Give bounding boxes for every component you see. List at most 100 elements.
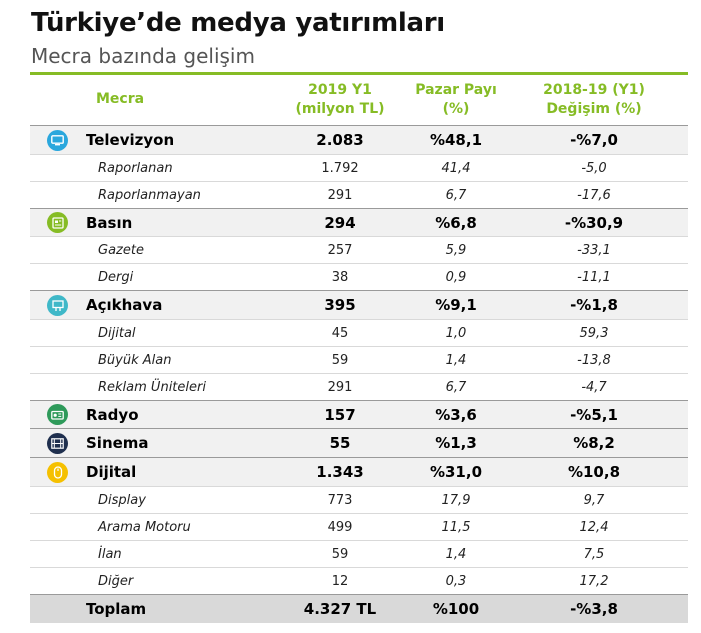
table-row-reklam-uniteleri: Reklam Üniteleri 291 6,7 -4,7 (30, 373, 688, 400)
table-row-buyuk-alan: Büyük Alan 59 1,4 -13,8 (30, 346, 688, 373)
value-degisim: 12,4 (579, 519, 609, 535)
value-2019-y1: 157 (324, 405, 356, 424)
value-2019-y1: 294 (324, 213, 356, 232)
value-degisim: 9,7 (583, 492, 605, 508)
value-2019-y1: 55 (329, 434, 351, 452)
column-header-2019-y1: 2019 Y1 (milyon TL) (284, 81, 396, 119)
table-row-gazete: Gazete 257 5,9 -33,1 (30, 236, 688, 263)
value-pazar-payi: %3,6 (435, 405, 477, 424)
column-header-pazar-payi-line1: Pazar Payı (415, 82, 497, 98)
value-2019-y1: 291 (327, 379, 353, 395)
value-2019-y1: 291 (327, 187, 353, 203)
page-title: Türkiye’de medya yatırımları (31, 8, 445, 38)
value-2019-y1: 1.792 (321, 160, 359, 176)
row-label: Raporlanmayan (98, 187, 201, 203)
table-row-radyo: Radyo 157 %3,6 -%5,1 (30, 400, 688, 428)
value-2019-y1: 257 (327, 242, 353, 258)
title-divider (30, 72, 688, 75)
column-header-2019-y1-line2: (milyon TL) (295, 101, 385, 117)
row-label: Televizyon (86, 131, 175, 149)
value-pazar-payi: 1,4 (445, 546, 467, 562)
value-2019-y1: 1.343 (316, 463, 364, 481)
value-pazar-payi: 6,7 (445, 187, 467, 203)
value-pazar-payi: 17,9 (441, 492, 471, 508)
table-row-ilan: İlan 59 1,4 7,5 (30, 540, 688, 567)
value-degisim: %8,2 (573, 434, 615, 452)
row-label: Büyük Alan (98, 352, 172, 368)
film-icon (47, 433, 68, 454)
tv-icon (47, 130, 68, 151)
row-label: Sinema (86, 434, 149, 452)
mouse-icon (47, 462, 68, 483)
value-degisim: -4,7 (581, 379, 607, 395)
value-2019-y1: 59 (331, 352, 349, 368)
table-row-raporlanan: Raporlanan 1.792 41,4 -5,0 (30, 154, 688, 181)
value-degisim: -17,6 (577, 187, 611, 203)
value-pazar-payi: %31,0 (429, 463, 483, 481)
billboard-icon (47, 295, 68, 316)
value-pazar-payi: 11,5 (441, 519, 471, 535)
value-pazar-payi: %1,3 (435, 434, 477, 452)
value-degisim: -5,0 (581, 160, 607, 176)
value-degisim: -%7,0 (570, 131, 618, 149)
row-label: Arama Motoru (98, 519, 191, 535)
column-header-mecra: Mecra (96, 91, 145, 107)
column-header-pazar-payi-line2: (%) (442, 101, 470, 117)
table-row-acikhava-dijital: Dijital 45 1,0 59,3 (30, 319, 688, 346)
row-label: Raporlanan (98, 160, 173, 176)
value-degisim: -33,1 (577, 242, 611, 258)
table-row-televizyon: Televizyon 2.083 %48,1 -%7,0 (30, 125, 688, 154)
value-degisim: -%5,1 (570, 405, 618, 424)
value-2019-y1: 773 (327, 492, 353, 508)
value-pazar-payi: %48,1 (429, 131, 483, 149)
column-header-2019-y1-line1: 2019 Y1 (308, 82, 372, 98)
value-pazar-payi: %9,1 (435, 296, 477, 314)
page-subtitle: Mecra bazında gelişim (31, 44, 255, 68)
value-degisim: -11,1 (577, 269, 611, 285)
table-row-basin: Basın 294 %6,8 -%30,9 (30, 208, 688, 236)
value-degisim: 59,3 (579, 325, 609, 341)
value-degisim: 17,2 (579, 573, 609, 589)
row-label: Radyo (86, 405, 139, 424)
table-row-raporlanmayan: Raporlanmayan 291 6,7 -17,6 (30, 181, 688, 208)
value-2019-y1: 59 (331, 546, 349, 562)
value-degisim: -%3,8 (570, 600, 618, 618)
column-header-pazar-payi: Pazar Payı (%) (400, 81, 512, 119)
table-row-arama-motoru: Arama Motoru 499 11,5 12,4 (30, 513, 688, 540)
table-row-dijital: Dijital 1.343 %31,0 %10,8 (30, 457, 688, 486)
value-2019-y1: 4.327 TL (303, 600, 377, 618)
value-pazar-payi: 1,0 (445, 325, 467, 341)
value-2019-y1: 12 (331, 573, 349, 589)
row-label: Diğer (98, 573, 134, 589)
value-pazar-payi: %6,8 (435, 213, 477, 232)
value-pazar-payi: 6,7 (445, 379, 467, 395)
row-label: Dergi (98, 269, 134, 285)
column-header-degisim-line2: Değişim (%) (546, 101, 642, 117)
value-pazar-payi: 5,9 (445, 242, 467, 258)
value-pazar-payi: 0,9 (445, 269, 467, 285)
value-2019-y1: 499 (327, 519, 353, 535)
value-2019-y1: 2.083 (316, 131, 364, 149)
table-row-display: Display 773 17,9 9,7 (30, 486, 688, 513)
table-row-toplam: Toplam 4.327 TL %100 -%3,8 (30, 594, 688, 623)
row-label: Dijital (98, 325, 136, 341)
table-row-acikhava: Açıkhava 395 %9,1 -%1,8 (30, 290, 688, 319)
row-label: Display (98, 492, 146, 508)
row-label: Basın (86, 213, 133, 232)
table-row-dergi: Dergi 38 0,9 -11,1 (30, 263, 688, 290)
value-degisim: %10,8 (567, 463, 621, 481)
table-row-diger: Diğer 12 0,3 17,2 (30, 567, 688, 594)
value-pazar-payi: 1,4 (445, 352, 467, 368)
row-label: Açıkhava (86, 296, 163, 314)
row-label: Reklam Üniteleri (98, 379, 206, 395)
row-label: İlan (98, 546, 122, 562)
newspaper-icon (47, 212, 68, 233)
row-label: Toplam (86, 600, 147, 618)
column-header-degisim-line1: 2018-19 (Y1) (543, 82, 645, 98)
table-row-sinema: Sinema 55 %1,3 %8,2 (30, 428, 688, 457)
value-2019-y1: 395 (324, 296, 356, 314)
radio-icon (47, 404, 68, 425)
value-2019-y1: 45 (331, 325, 349, 341)
value-pazar-payi: 0,3 (445, 573, 467, 589)
value-degisim: -13,8 (577, 352, 611, 368)
